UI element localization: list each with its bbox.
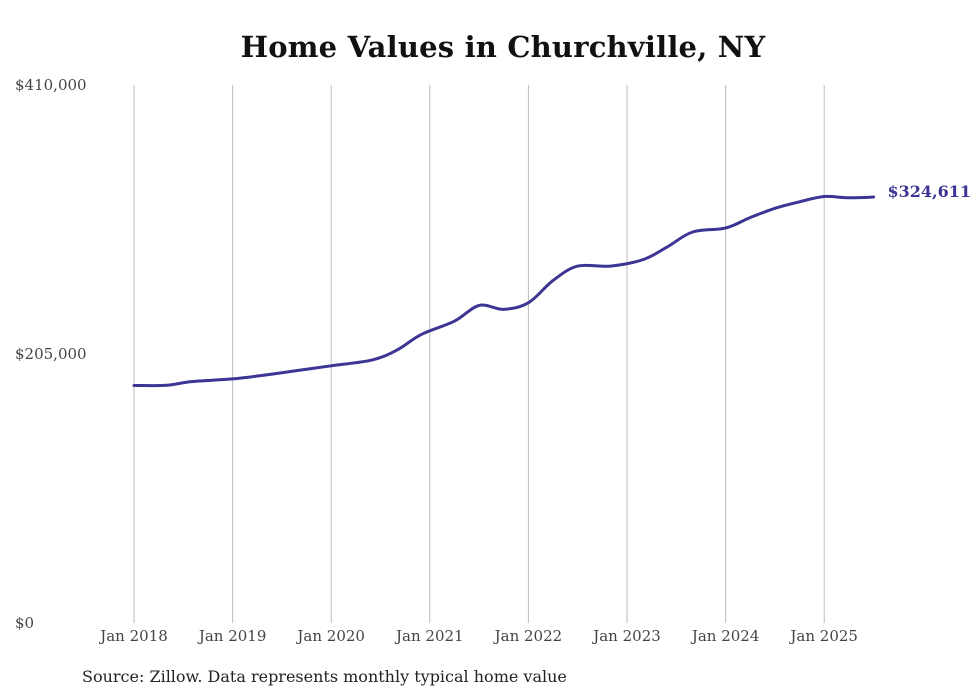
x-tick-label: Jan 2023 [591, 627, 661, 645]
x-tick-label: Jan 2022 [493, 627, 563, 645]
y-tick-label: $205,000 [15, 345, 87, 363]
x-tick-label: Jan 2019 [197, 627, 267, 645]
x-tick-label: Jan 2018 [98, 627, 168, 645]
x-tick-label: Jan 2020 [295, 627, 365, 645]
x-tick-label: Jan 2021 [394, 627, 464, 645]
x-axis: Jan 2018 Jan 2019 Jan 2020 Jan 2021 Jan 2022… [98, 627, 858, 645]
y-tick-label: $410,000 [15, 76, 87, 94]
chart-title: Home Values in Churchville, NY [240, 30, 766, 64]
source-note: Source: Zillow. Data represents monthly … [82, 667, 567, 686]
series-line [132, 194, 875, 388]
x-tick-label: Jan 2024 [690, 627, 760, 645]
grid-lines [133, 85, 825, 623]
x-tick-label: Jan 2025 [788, 627, 858, 645]
end-value-label: $324,611 [888, 182, 972, 201]
y-tick-label: $0 [15, 614, 34, 632]
y-axis: $0 $205,000 $410,000 [15, 76, 87, 632]
